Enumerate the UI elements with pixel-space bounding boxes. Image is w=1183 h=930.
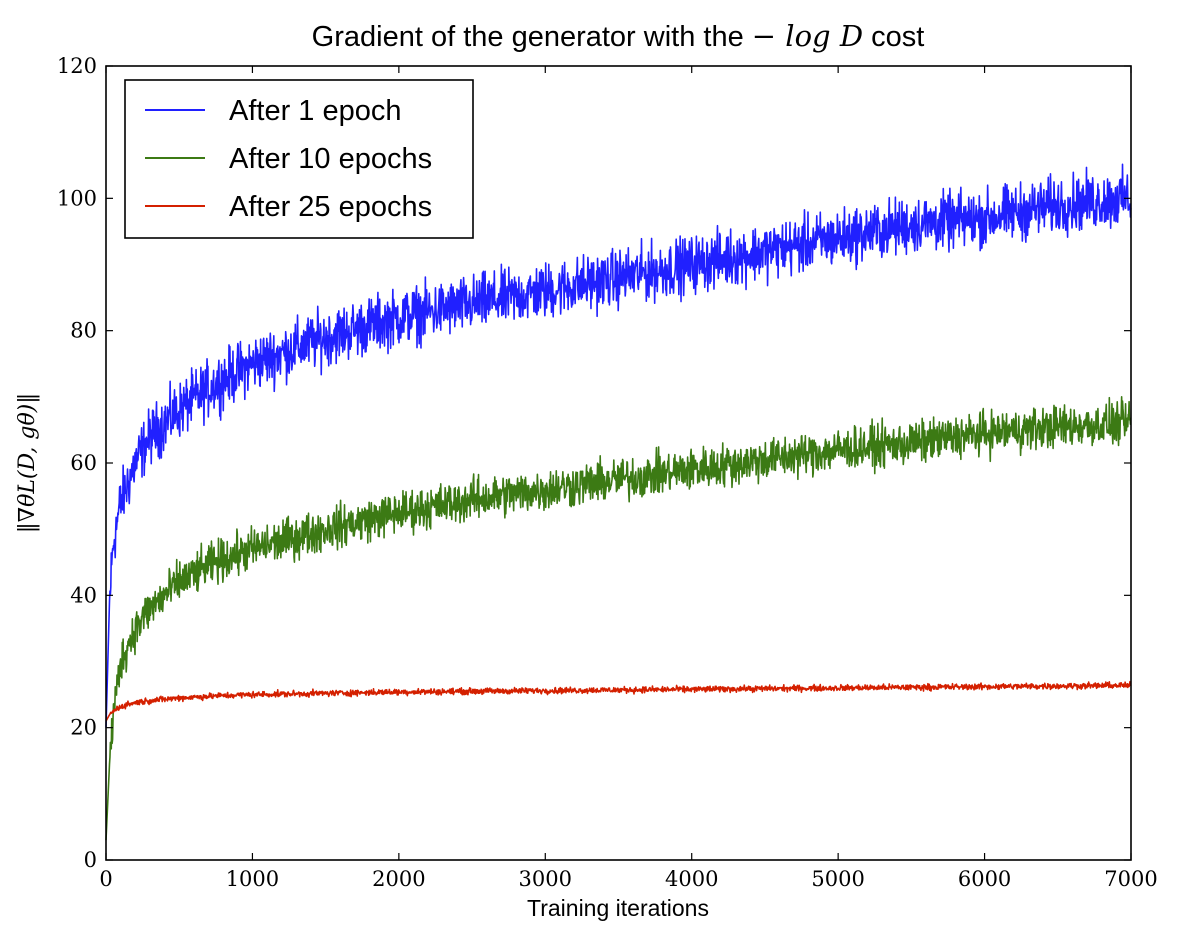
legend-label: After 10 epochs	[229, 143, 432, 175]
legend-label: After 25 epochs	[229, 191, 432, 223]
y-axis-label: ‖∇θL(D, gθ)‖	[15, 393, 40, 534]
y-tick-label: 60	[70, 451, 97, 475]
x-tick-label: 7000	[1104, 867, 1157, 891]
x-tick-label: 3000	[519, 867, 572, 891]
x-tick-label: 6000	[958, 867, 1011, 891]
series-line	[106, 164, 1131, 727]
series-line	[106, 397, 1131, 840]
chart-title: Gradient of the generator with the − log…	[312, 19, 925, 53]
series-line	[106, 682, 1131, 721]
y-tick-label: 20	[70, 716, 97, 740]
x-tick-label: 0	[99, 867, 112, 891]
y-tick-label: 100	[57, 186, 97, 210]
legend: After 1 epoch After 10 epochs After 25 epo…	[125, 80, 473, 238]
y-tick-label: 0	[84, 848, 97, 872]
x-tick-label: 4000	[665, 867, 718, 891]
x-tick-label: 1000	[226, 867, 279, 891]
chart-title-math: − log D	[752, 19, 863, 53]
legend-label: After 1 epoch	[229, 95, 402, 127]
chart-title-suffix: cost	[871, 21, 924, 53]
x-axis-label: Training iterations	[527, 895, 709, 921]
y-tick-label: 40	[70, 583, 97, 607]
chart-title-prefix: Gradient of the generator with the	[312, 21, 744, 53]
x-tick-label: 5000	[811, 867, 864, 891]
y-tick-label: 120	[57, 54, 97, 78]
y-tick-label: 80	[70, 319, 97, 343]
x-tick-label: 2000	[372, 867, 425, 891]
series-layer	[106, 164, 1131, 840]
